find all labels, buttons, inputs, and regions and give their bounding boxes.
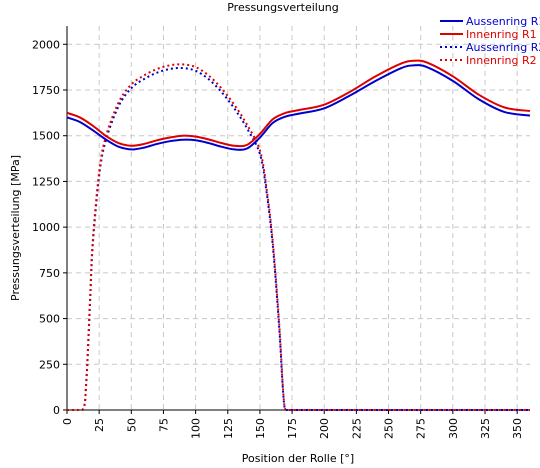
y-tick-label: 1500: [32, 130, 60, 143]
y-tick-label: 1250: [32, 175, 60, 188]
axes: 0 25 50 75 100 125 150 175 200 225 250 275 300 325 350…: [32, 26, 530, 439]
y-tick-label: 2000: [32, 38, 60, 51]
x-tick-label: 100: [190, 418, 203, 439]
y-tick-label: 250: [39, 358, 60, 371]
series-line-innenring-r2: [67, 63, 530, 411]
chart-title: Pressungsverteilung: [227, 1, 339, 14]
x-tick-label: 25: [93, 418, 106, 432]
x-tick-label: 350: [511, 418, 524, 439]
x-tick-label: 250: [383, 418, 396, 439]
y-tick-label: 500: [39, 313, 60, 326]
y-axis-title: Pressungsverteilung [MPa]: [9, 155, 22, 301]
x-tick-label: 325: [479, 418, 492, 439]
y-tick-label: 1750: [32, 84, 60, 97]
y-tick-label: 750: [39, 267, 60, 280]
x-tick-label: 50: [125, 418, 138, 432]
x-tick-label: 225: [350, 418, 363, 439]
x-tick-label: 0: [61, 418, 74, 425]
series-line-aussenring-r1: [66, 64, 531, 151]
x-tick-label: 300: [447, 418, 460, 439]
legend-label: Innenring R1: [466, 28, 537, 41]
x-tick-label: 200: [318, 418, 331, 439]
legend-label: Aussenring R2: [466, 41, 540, 54]
x-tick-label: 175: [286, 418, 299, 439]
y-tick-label: 1000: [32, 221, 60, 234]
series-lines: [66, 59, 531, 411]
legend-label: Aussenring R1: [466, 15, 540, 28]
x-tick-label: 125: [222, 418, 235, 439]
y-tick-label: 0: [53, 404, 60, 417]
x-tick-label: 275: [415, 418, 428, 439]
series-line-aussenring-r2: [67, 66, 530, 411]
grid: [67, 26, 530, 410]
x-axis-title: Position der Rolle [°]: [242, 452, 354, 465]
x-tick-label: 75: [157, 418, 170, 432]
x-tick-label: 150: [254, 418, 267, 439]
legend-label: Innenring R2: [466, 54, 537, 67]
series-line-innenring-r1: [66, 59, 531, 148]
